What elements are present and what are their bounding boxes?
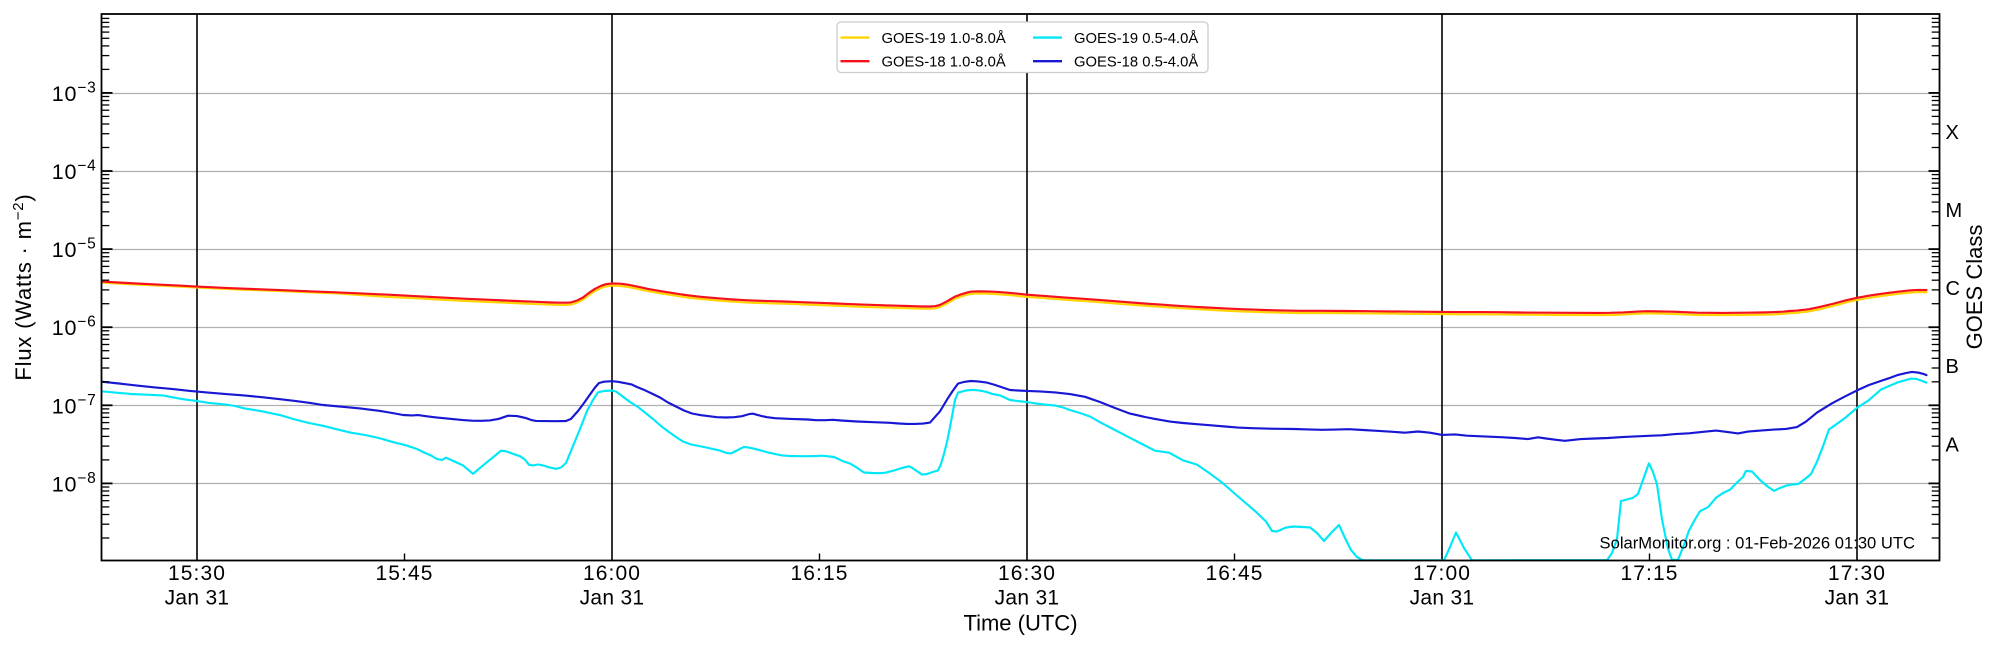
svg-text:16:30: 16:30 <box>998 562 1056 585</box>
svg-text:17:15: 17:15 <box>1620 562 1678 585</box>
svg-text:15:30: 15:30 <box>168 562 226 585</box>
svg-text:X: X <box>1946 122 1959 144</box>
svg-text:C: C <box>1946 278 1960 300</box>
svg-text:17:30: 17:30 <box>1828 562 1886 585</box>
svg-text:SolarMonitor.org : 01-Feb-2026: SolarMonitor.org : 01-Feb-2026 01:30 UTC <box>1600 534 1915 553</box>
svg-text:B: B <box>1946 356 1959 378</box>
svg-text:17:00: 17:00 <box>1413 562 1471 585</box>
svg-text:M: M <box>1946 200 1963 222</box>
svg-text:GOES-19 0.5-4.0Å: GOES-19 0.5-4.0Å <box>1074 30 1198 47</box>
svg-text:Jan 31: Jan 31 <box>995 587 1060 610</box>
svg-text:GOES-19 1.0-8.0Å: GOES-19 1.0-8.0Å <box>882 30 1006 47</box>
svg-text:Jan 31: Jan 31 <box>1825 587 1890 610</box>
svg-text:GOES Class: GOES Class <box>1962 225 1987 350</box>
svg-text:15:45: 15:45 <box>375 562 433 585</box>
svg-text:16:15: 16:15 <box>790 562 848 585</box>
svg-text:Flux (Watts · m−2): Flux (Watts · m−2) <box>10 193 36 380</box>
svg-text:Jan 31: Jan 31 <box>580 587 645 610</box>
svg-text:Time (UTC): Time (UTC) <box>963 611 1077 636</box>
svg-text:10−6: 10−6 <box>52 314 97 341</box>
svg-text:A: A <box>1946 434 1960 456</box>
svg-text:GOES-18 1.0-8.0Å: GOES-18 1.0-8.0Å <box>882 54 1006 71</box>
svg-text:Jan 31: Jan 31 <box>1410 587 1475 610</box>
svg-text:Jan 31: Jan 31 <box>165 587 230 610</box>
svg-text:GOES-18 0.5-4.0Å: GOES-18 0.5-4.0Å <box>1074 54 1198 71</box>
svg-text:16:00: 16:00 <box>583 562 641 585</box>
svg-text:16:45: 16:45 <box>1205 562 1263 585</box>
